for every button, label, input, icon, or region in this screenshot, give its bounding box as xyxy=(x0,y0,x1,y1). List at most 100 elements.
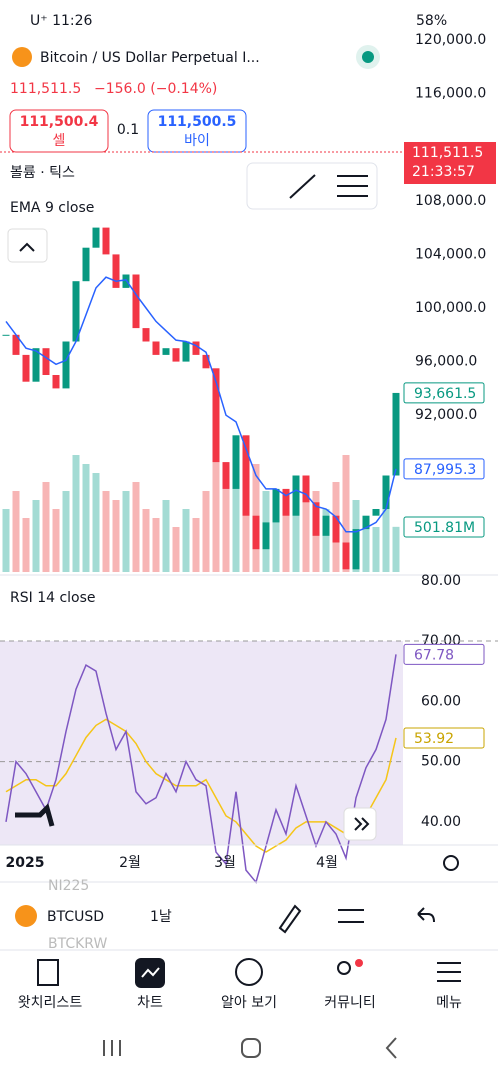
candle xyxy=(372,509,380,516)
volume-bar xyxy=(232,482,240,572)
candle xyxy=(312,502,320,536)
sys-back[interactable] xyxy=(385,1037,397,1059)
value-tag xyxy=(403,458,485,480)
pencil-icon[interactable] xyxy=(278,904,302,934)
candle xyxy=(92,227,100,248)
buy-label[interactable]: 바이 xyxy=(184,133,210,149)
volume-bar xyxy=(102,491,110,572)
volume-bar xyxy=(202,491,210,572)
value-tag xyxy=(403,516,485,538)
candle xyxy=(272,488,280,523)
candle xyxy=(222,462,230,489)
candle xyxy=(142,328,150,342)
value-tag-label: 93,661.5 xyxy=(414,386,476,402)
price-tick-label: 104,000.0 xyxy=(415,246,486,262)
candle xyxy=(172,348,180,362)
nav-icon[interactable] xyxy=(437,962,461,982)
candle xyxy=(122,274,130,288)
behind-symbol: NI225 xyxy=(48,878,89,894)
candle xyxy=(72,281,80,342)
volume-bar xyxy=(162,500,170,572)
candle xyxy=(322,515,330,536)
notification-dot xyxy=(355,959,363,967)
menu-tool[interactable] xyxy=(337,175,368,197)
candle xyxy=(102,227,110,255)
volume-bar xyxy=(192,518,200,572)
value-tag xyxy=(403,727,485,749)
sell-button[interactable] xyxy=(9,109,109,153)
sell-price[interactable]: 111,500.4 xyxy=(20,114,99,130)
volume-bar xyxy=(42,482,50,572)
nav-icon[interactable] xyxy=(337,961,351,975)
header-change: −156.0 (−0.14%) xyxy=(94,81,217,97)
volume-legend: 볼륨 · 틱스 xyxy=(10,165,75,181)
rsi-tick-label: 50.00 xyxy=(421,754,461,770)
filter-icon[interactable] xyxy=(338,909,364,923)
nav-label[interactable]: 커뮤니티 xyxy=(324,995,376,1011)
price-tick-label: 96,000.0 xyxy=(415,354,477,370)
candle xyxy=(162,348,170,355)
date-label: 3월 xyxy=(214,855,236,871)
volume-bar xyxy=(392,526,400,572)
sys-recent[interactable] xyxy=(103,1040,121,1056)
candle xyxy=(392,392,400,476)
volume-bar xyxy=(12,491,20,572)
nav-icon[interactable] xyxy=(235,958,263,986)
status-time: U⁺ 11:26 xyxy=(30,13,93,29)
date-label: 2025 xyxy=(6,855,45,871)
interval[interactable]: 1날 xyxy=(150,909,172,925)
price-tick-label: 100,000.0 xyxy=(415,300,486,316)
rsi-tick-label: 40.00 xyxy=(421,814,461,830)
candle xyxy=(382,475,390,509)
sell-label[interactable]: 셀 xyxy=(53,133,66,149)
candle xyxy=(62,341,70,389)
collapse-icon xyxy=(19,242,35,252)
candle xyxy=(192,341,200,355)
tv-logo xyxy=(15,803,55,827)
candle xyxy=(232,435,240,489)
draw-toolbar xyxy=(246,162,378,210)
candle xyxy=(242,435,250,516)
candle xyxy=(362,515,370,530)
candle xyxy=(212,368,220,463)
btc-icon xyxy=(12,47,32,67)
symbol[interactable]: BTCUSD xyxy=(47,909,104,925)
line-tool[interactable] xyxy=(289,174,316,199)
volume-bar xyxy=(302,500,310,572)
value-tag-label: 53.92 xyxy=(414,731,454,747)
volume-bar xyxy=(282,500,290,572)
nav-label[interactable]: 메뉴 xyxy=(436,995,462,1011)
candle xyxy=(32,348,40,382)
volume-bar xyxy=(372,527,380,572)
value-tag-label: 67.78 xyxy=(414,647,454,663)
candle xyxy=(22,354,30,382)
rsi-tick-label: 60.00 xyxy=(421,693,461,709)
volume-bar xyxy=(382,509,390,572)
value-tag-label: 87,995.3 xyxy=(414,462,476,478)
undo-icon[interactable] xyxy=(417,907,435,923)
volume-bar xyxy=(32,500,40,572)
buy-price[interactable]: 111,500.5 xyxy=(158,114,237,130)
nav-icon-chart xyxy=(141,967,160,978)
volume-bar xyxy=(52,509,60,572)
candle xyxy=(252,515,260,550)
date-label: 4월 xyxy=(316,855,338,871)
symbol-title[interactable]: Bitcoin / US Dollar Perpetual I... xyxy=(40,50,260,66)
status-dot xyxy=(362,51,374,63)
scroll-icon xyxy=(354,817,370,831)
sys-home[interactable] xyxy=(241,1038,261,1058)
volume-bar xyxy=(22,518,30,572)
volume-bar xyxy=(222,464,230,572)
rsi-band xyxy=(0,641,403,845)
nav-label[interactable]: 차트 xyxy=(137,995,163,1011)
nav-label[interactable]: 왓치리스트 xyxy=(18,995,83,1011)
price-tick-label: 116,000.0 xyxy=(415,86,486,102)
settings-icon[interactable] xyxy=(443,855,459,871)
candle xyxy=(262,522,270,550)
nav-label[interactable]: 알아 보기 xyxy=(221,995,277,1011)
candle xyxy=(12,334,20,355)
nav-icon[interactable] xyxy=(37,959,59,986)
volume-bar xyxy=(172,527,180,572)
ema-legend: EMA 9 close xyxy=(10,200,94,216)
